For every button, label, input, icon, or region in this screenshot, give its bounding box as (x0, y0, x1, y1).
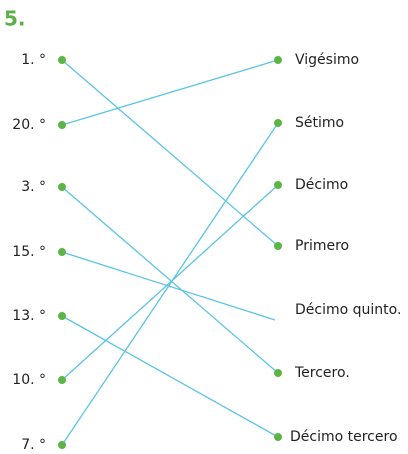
right-item: Primero (295, 238, 349, 254)
exercise-number: 5. (4, 7, 26, 31)
connection (61, 59, 279, 247)
right-dot (274, 181, 282, 189)
left-dot (58, 183, 66, 191)
connection (61, 315, 279, 438)
left-dot (58, 376, 66, 384)
left-item: 10. ° (12, 372, 46, 388)
right-dot (274, 433, 282, 441)
left-item: 3. ° (21, 179, 46, 195)
right-item: Décimo (295, 177, 348, 193)
right-item: Décimo quinto. (295, 302, 401, 318)
right-item: Vigésimo (295, 52, 359, 68)
right-item: Décimo tercero (290, 429, 398, 445)
right-dot (274, 56, 282, 64)
items: 1. ° 20. ° 3. ° 15. ° 13. ° 10. ° 7. ° Vigésimo… (12, 52, 401, 453)
left-item: 13. ° (12, 308, 46, 324)
right-dot (274, 119, 282, 127)
right-dot (274, 369, 282, 377)
left-dot (58, 312, 66, 320)
left-dot (58, 56, 66, 64)
left-item: 7. ° (21, 437, 46, 453)
connection (61, 186, 279, 374)
left-item: 20. ° (12, 117, 46, 133)
left-item: 1. ° (21, 52, 46, 68)
connection (61, 59, 279, 126)
left-dot (58, 248, 66, 256)
connection (61, 122, 279, 446)
connection (61, 184, 279, 381)
left-item: 15. ° (12, 244, 46, 260)
left-dot (58, 121, 66, 129)
left-dot (58, 441, 66, 449)
right-dot (274, 242, 282, 250)
right-item: Sétimo (295, 115, 344, 131)
connections (61, 59, 279, 446)
right-item: Tercero. (294, 365, 350, 381)
